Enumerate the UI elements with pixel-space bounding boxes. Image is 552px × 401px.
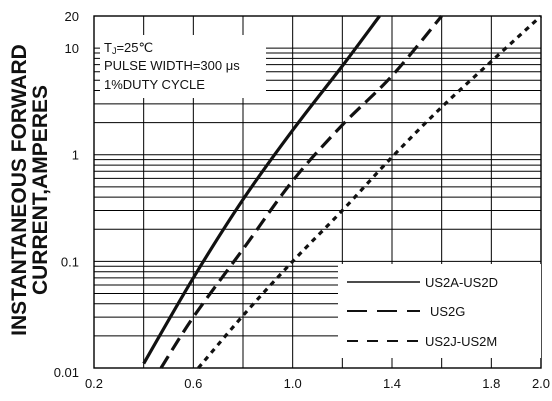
x-tick-label: 0.2 — [85, 376, 103, 391]
x-tick-label: 1.0 — [284, 376, 302, 391]
x-tick-label: 1.8 — [482, 376, 500, 391]
y-tick-label: 10 — [65, 41, 79, 56]
annotation-pulse-width: PULSE WIDTH=300 μs — [104, 58, 240, 73]
legend-label-1: US2A-US2D — [425, 275, 498, 290]
legend-label-3: US2J-US2M — [425, 334, 497, 349]
legend: US2A-US2D US2G US2J-US2M — [338, 264, 541, 358]
conditions-annotation: TJ=25℃ PULSE WIDTH=300 μs 1%DUTY CYCLE — [100, 35, 266, 98]
annotation-temperature: TJ=25℃ — [104, 40, 153, 56]
series-line-1 — [142, 15, 381, 365]
y-tick-label: 0.01 — [54, 365, 79, 380]
x-tick-label: 1.4 — [383, 376, 401, 391]
y-tick-label: 0.1 — [61, 254, 79, 269]
legend-background — [338, 264, 541, 358]
x-tick-label: 2.0 — [532, 376, 550, 391]
x-tick-label: 0.6 — [184, 376, 202, 391]
legend-label-2: US2G — [430, 304, 465, 319]
plot-frame — [93, 15, 542, 369]
series-line-3 — [197, 14, 543, 370]
y-tick-label: 1 — [72, 148, 79, 163]
annotation-background — [100, 35, 266, 98]
y-tick-label: 20 — [65, 9, 79, 24]
annotation-duty-cycle: 1%DUTY CYCLE — [104, 77, 205, 92]
